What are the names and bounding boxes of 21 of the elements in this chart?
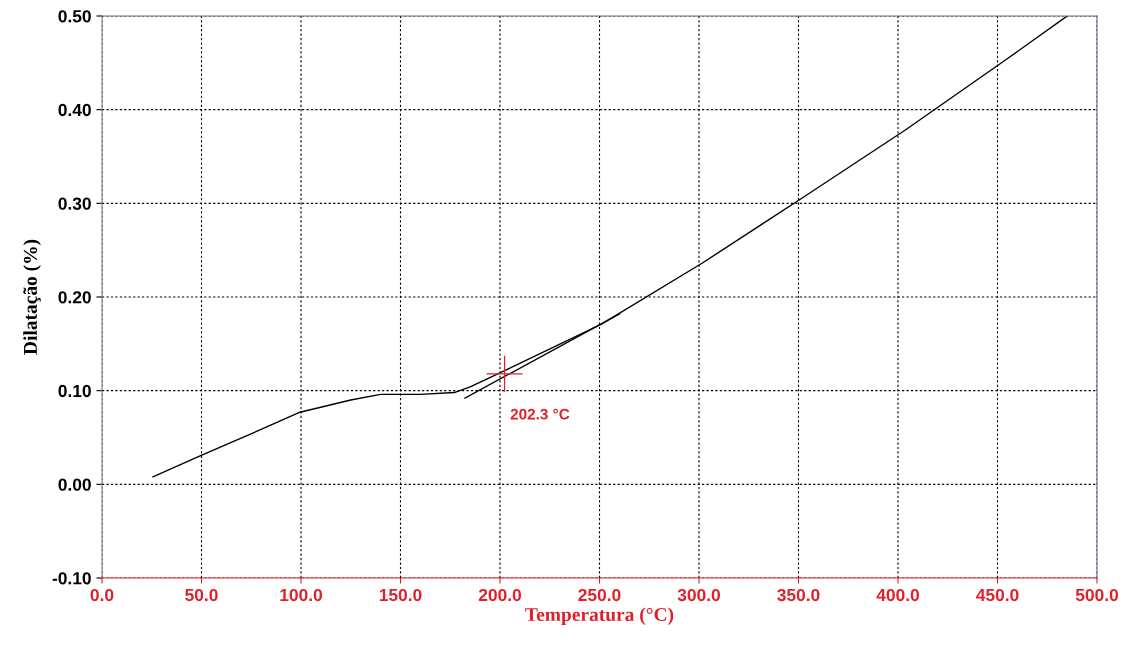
y-tick-label: 0.00 — [58, 478, 91, 491]
x-tick-label: 100.0 — [280, 588, 323, 602]
x-tick-label: 0.0 — [90, 588, 114, 602]
x-tick-label: 500.0 — [1075, 588, 1119, 602]
y-tick-label: -0.10 — [52, 572, 91, 585]
x-tick-label: 300.0 — [677, 588, 721, 602]
x-tick-label: 400.0 — [876, 588, 920, 602]
annotation: 202.3 °C — [510, 408, 570, 420]
y-tick-label: 0.10 — [58, 384, 91, 398]
x-tick-label: 350.0 — [777, 588, 820, 602]
x-axis-title: Temperatura (°C) — [525, 607, 674, 626]
y-tick-label: 0.20 — [58, 291, 91, 304]
x-tick-label: 200.0 — [478, 588, 522, 602]
y-tick-label: 0.40 — [58, 103, 91, 117]
x-tick-label: 50.0 — [185, 588, 218, 602]
x-tick-label: 150.0 — [379, 588, 422, 602]
x-tick-label: 450.0 — [976, 588, 1019, 602]
y-tick-label: 0.50 — [58, 10, 91, 23]
x-tick-label: 250.0 — [578, 588, 621, 602]
y-axis-title: Dilatação (%) — [23, 239, 41, 355]
y-tick-label: 0.30 — [58, 197, 91, 210]
